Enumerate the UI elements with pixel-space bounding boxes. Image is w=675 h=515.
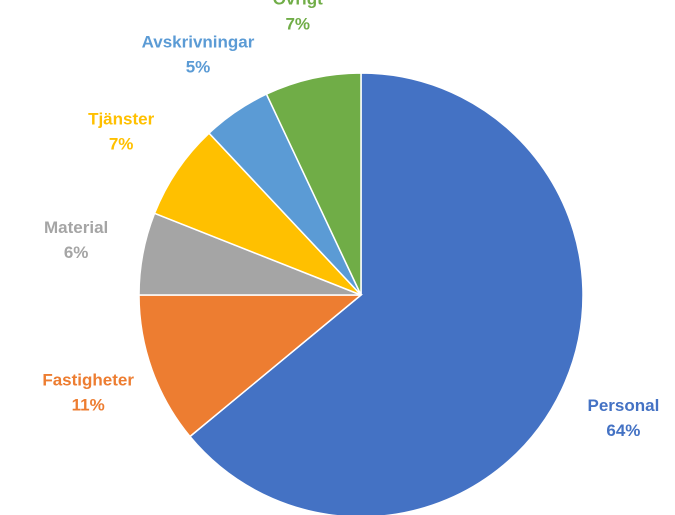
pie-slice	[265, 72, 362, 296]
slice-label: Tjänster	[88, 109, 155, 128]
value-label: 5%	[186, 58, 211, 77]
slice-label: Material	[44, 218, 108, 237]
slice-label: Personal	[587, 396, 659, 415]
value-label: 11%	[72, 396, 105, 415]
value-label: 6%	[64, 243, 89, 262]
slice-label: Avskrivningar	[142, 33, 255, 52]
slice-label: Fastigheter	[42, 371, 134, 390]
value-label: 7%	[285, 14, 310, 33]
value-label: 7%	[109, 134, 134, 153]
slice-label: Övrigt	[273, 0, 323, 8]
value-label: 64%	[606, 421, 640, 440]
pie-slice	[188, 72, 584, 515]
pie-slice	[138, 294, 364, 438]
